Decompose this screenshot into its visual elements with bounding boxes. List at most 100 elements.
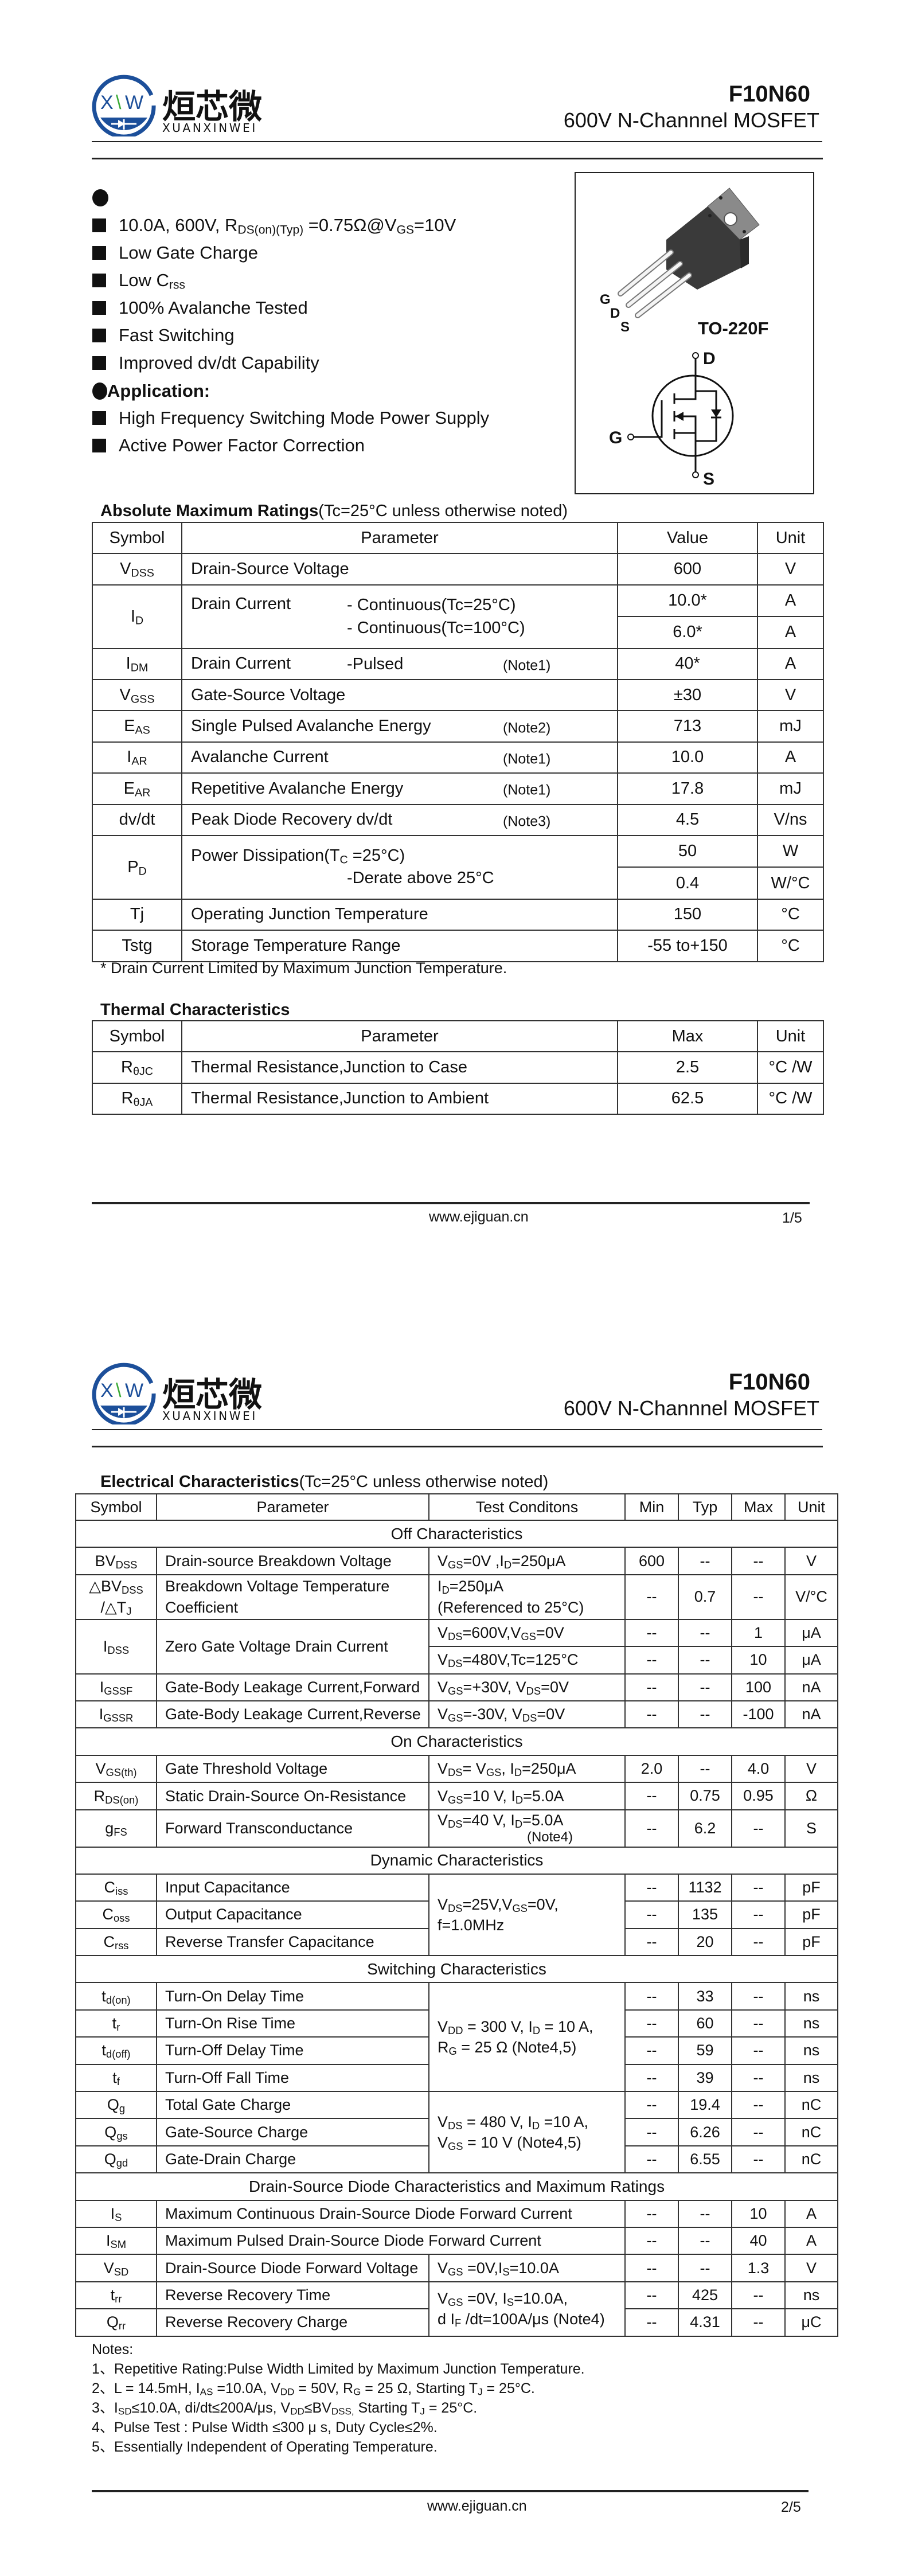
symbol-cell: VGSS — [92, 678, 182, 712]
feature-text: Improved dv/dt Capability — [119, 353, 319, 373]
unit-cell: V/ns — [757, 803, 824, 836]
electrical-title: Electrical Characteristics(Tc=25°C unles… — [100, 1473, 548, 1492]
typ-cell: 6.2 — [678, 1809, 732, 1848]
min-cell: -- — [624, 2254, 679, 2282]
symbol-cell: Qgs — [75, 2118, 157, 2146]
section-title: Drain-Source Diode Characteristics and M… — [75, 2172, 838, 2201]
unit-cell: μA — [784, 1646, 838, 1675]
table-row: trr Reverse Recovery Time VGS =0V, IS=10.0… — [75, 2281, 838, 2337]
symbol-cell: VDSS — [92, 553, 182, 586]
logo-mark-w: W — [125, 1380, 143, 1402]
parameter-cell: Single Pulsed Avalanche Energy (Note2) — [181, 710, 618, 743]
symbol-cell: IDM — [92, 647, 182, 680]
parameter-content: Drain-Source Voltage — [182, 560, 617, 579]
condition-cell: VGS =0V, IS=10.0A, d IF /dt=100A/μs (Not… — [428, 2281, 626, 2337]
section-title: On Characteristics — [75, 1727, 838, 1756]
typ-cell: 0.75 — [678, 1782, 732, 1810]
pin-label-d: D — [610, 306, 620, 321]
table-row: RDS(on) Static Drain-Source On-Resistance… — [75, 1782, 838, 1810]
unit-cell: °C — [757, 898, 824, 931]
symbol-cell: Qgd — [75, 2145, 157, 2174]
unit-cell: ns — [784, 1982, 838, 2011]
value-cell: 50 — [617, 834, 758, 868]
table-row: Crss Reverse Transfer Capacitance -- 20 -- pF — [75, 1927, 838, 1957]
unit-cell: A — [757, 741, 824, 774]
symbol-cell: Crss — [75, 1927, 157, 1957]
notes: Notes: 1、Repetitive Rating:Pulse Width L… — [92, 2340, 585, 2457]
note-item: 3、ISD≤10.0A, di/dt≤200A/μs, VDD≤BVDSS, S… — [92, 2400, 478, 2417]
condition-cell: VGS=-30V, VDS=0V — [428, 1700, 626, 1729]
table-row: Qgs Gate-Source Charge -- 6.26 -- nC — [75, 2118, 838, 2146]
parameter-text: Drain Current — [191, 594, 291, 613]
parameter-content: Thermal Resistance,Junction to Case — [182, 1058, 617, 1077]
thermal-title-text: Thermal Characteristics — [100, 1001, 290, 1019]
min-cell: 600 — [624, 1547, 679, 1575]
bullet-square-icon — [92, 218, 106, 232]
logo-en-text: XUANXINWEI — [162, 1409, 257, 1423]
parameter-cell: Zero Gate Voltage Drain Current — [156, 1618, 429, 1675]
feature-text: Low Crss — [119, 270, 185, 292]
note-item: 2、L = 14.5mH, IAS =10.0A, VDD = 50V, RG … — [92, 2380, 535, 2398]
min-cell: -- — [624, 1700, 679, 1729]
min-cell: -- — [624, 2308, 679, 2337]
application-text: High Frequency Switching Mode Power Supp… — [119, 408, 490, 428]
value-cell: 2.5 — [617, 1051, 758, 1084]
application-item: High Frequency Switching Mode Power Supp… — [92, 408, 489, 428]
header-divider — [92, 1429, 822, 1430]
unit-cell: mJ — [757, 772, 824, 805]
parameter-cell: Gate-Source Charge — [156, 2118, 429, 2146]
column-header: Parameter — [181, 1020, 618, 1053]
table-row: dv/dt Peak Diode Recovery dv/dt (Note3) 4.5… — [92, 803, 824, 836]
typ-cell: -- — [678, 2226, 732, 2255]
parameter-cell: Maximum Continuous Drain-Source Diode Fo… — [156, 2199, 626, 2228]
bullet-square-icon — [92, 411, 106, 425]
unit-cell: V/°C — [784, 1574, 838, 1620]
typ-cell: 60 — [678, 2009, 732, 2038]
thermal-title: Thermal Characteristics — [100, 1001, 290, 1020]
typ-cell: 20 — [678, 1927, 732, 1957]
max-cell: -- — [731, 2281, 786, 2310]
max-cell: -- — [731, 1900, 786, 1929]
min-cell: -- — [624, 1900, 679, 1929]
column-header: Max — [731, 1493, 786, 1521]
parameter-cell: Breakdown Voltage Temperature Coefficien… — [156, 1574, 429, 1620]
parameter-subitems: - Continuous(Tc=25°C) - Continuous(Tc=100… — [347, 594, 525, 639]
unit-cell: A — [757, 616, 824, 649]
min-cell: -- — [624, 1809, 679, 1848]
note-ref: (Note2) — [503, 719, 551, 736]
condition-cell: VDS=480V,Tc=125°C — [428, 1646, 626, 1675]
feature-item: Low Gate Charge — [92, 243, 258, 263]
parameter-cell: Reverse Recovery Charge — [156, 2308, 429, 2337]
unit-cell: V — [784, 2254, 838, 2282]
typ-cell: 4.31 — [678, 2308, 732, 2337]
unit-cell: nA — [784, 1673, 838, 1701]
parameter-cell: Gate-Drain Charge — [156, 2145, 429, 2174]
parameter-cell: Output Capacitance — [156, 1900, 429, 1929]
company-logo: X \ W 烜芯微 XUANXINWEI — [92, 75, 262, 136]
logo-en-text: XUANXINWEI — [162, 121, 257, 135]
value-cell: 17.8 — [617, 772, 758, 805]
max-cell: 0.95 — [731, 1782, 786, 1810]
header-divider-thick — [92, 158, 823, 159]
condition-cell: VDS = 480 V, ID =10 A, VGS = 10 V (Note4… — [428, 2091, 626, 2174]
application-heading-text: Application: — [107, 381, 210, 401]
typ-cell: 6.26 — [678, 2118, 732, 2146]
min-cell: -- — [624, 2009, 679, 2038]
column-header: Value — [617, 521, 758, 555]
parameter-content: Drain Current -Pulsed (Note1) — [182, 653, 617, 676]
feature-item: Improved dv/dt Capability — [92, 353, 319, 373]
parameter-cell: Static Drain-Source On-Resistance — [156, 1782, 429, 1810]
parameter-text: Gate-Source Voltage — [191, 685, 346, 704]
condition-cell: VDS=25V,VGS=0V, f=1.0MHz — [428, 1873, 626, 1957]
typ-cell: 6.55 — [678, 2145, 732, 2174]
table-row: Tj Operating Junction Temperature 150 °C — [92, 898, 824, 931]
note-ref: (Note1) — [503, 751, 551, 767]
parameter-cell: Repetitive Avalanche Energy (Note1) — [181, 772, 618, 805]
parameter-cell: Forward Transconductance — [156, 1809, 429, 1848]
unit-cell: nC — [784, 2118, 838, 2146]
bullet-square-icon — [92, 356, 106, 370]
symbol-cell: △BVDSS /△TJ — [75, 1574, 157, 1620]
table-row: VGSS Gate-Source Voltage ±30 V — [92, 678, 824, 712]
feature-item: 10.0A, 600V, RDS(on)(Typ) =0.75Ω@VGS=10V — [92, 215, 456, 236]
column-header: Parameter — [181, 521, 618, 555]
